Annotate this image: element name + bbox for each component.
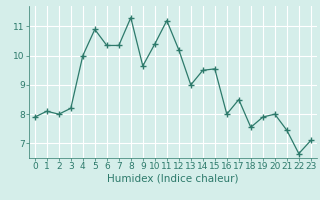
X-axis label: Humidex (Indice chaleur): Humidex (Indice chaleur) — [107, 174, 238, 184]
